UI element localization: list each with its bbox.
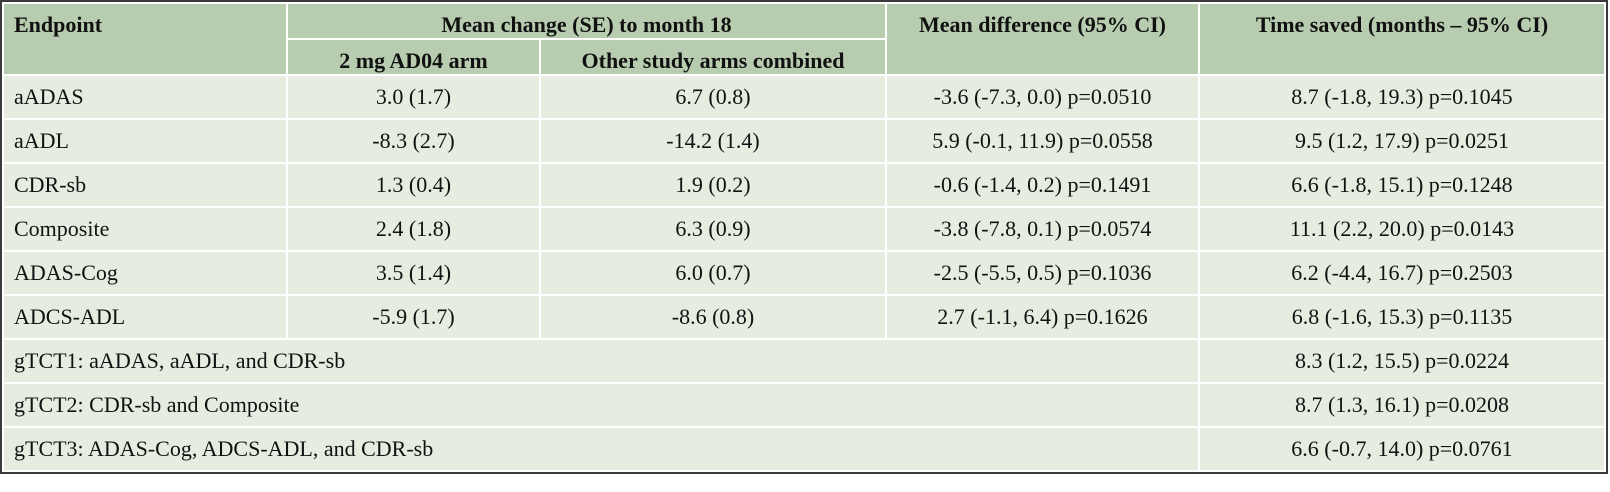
cell-time-saved: 6.8 (-1.6, 15.3) p=0.1135 [1198, 294, 1606, 340]
table-row: Composite 2.4 (1.8) 6.3 (0.9) -3.8 (-7.8… [2, 206, 1606, 252]
composite-row: gTCT1: aADAS, aADL, and CDR-sb 8.3 (1.2,… [2, 338, 1606, 384]
header-arm-other: Other study arms combined [539, 38, 887, 76]
cell-arm-2mg: -8.3 (2.7) [286, 118, 541, 164]
header-arm-2mg: 2 mg AD04 arm [286, 38, 541, 76]
cell-endpoint: Composite [2, 206, 288, 252]
cell-mean-difference: 2.7 (-1.1, 6.4) p=0.1626 [885, 294, 1200, 340]
cell-arm-2mg: 3.0 (1.7) [286, 74, 541, 120]
table-row: aADL -8.3 (2.7) -14.2 (1.4) 5.9 (-0.1, 1… [2, 118, 1606, 164]
cell-time-saved: 6.6 (-0.7, 14.0) p=0.0761 [1198, 426, 1606, 472]
cell-time-saved: 8.3 (1.2, 15.5) p=0.0224 [1198, 338, 1606, 384]
results-table: Endpoint Mean change (SE) to month 18 Me… [2, 2, 1606, 472]
table-row: ADCS-ADL -5.9 (1.7) -8.6 (0.8) 2.7 (-1.1… [2, 294, 1606, 340]
composite-label: gTCT3: ADAS-Cog, ADCS-ADL, and CDR-sb [2, 426, 1200, 472]
cell-arm-2mg: 2.4 (1.8) [286, 206, 541, 252]
cell-mean-difference: -3.8 (-7.8, 0.1) p=0.0574 [885, 206, 1200, 252]
table-row: ADAS-Cog 3.5 (1.4) 6.0 (0.7) -2.5 (-5.5,… [2, 250, 1606, 296]
header-endpoint: Endpoint [2, 2, 288, 76]
cell-time-saved: 8.7 (1.3, 16.1) p=0.0208 [1198, 382, 1606, 428]
cell-mean-difference: -2.5 (-5.5, 0.5) p=0.1036 [885, 250, 1200, 296]
cell-endpoint: CDR-sb [2, 162, 288, 208]
table-row: aADAS 3.0 (1.7) 6.7 (0.8) -3.6 (-7.3, 0.… [2, 74, 1606, 120]
cell-mean-difference: -0.6 (-1.4, 0.2) p=0.1491 [885, 162, 1200, 208]
cell-arm-other: 6.0 (0.7) [539, 250, 887, 296]
composite-label: gTCT1: aADAS, aADL, and CDR-sb [2, 338, 1200, 384]
cell-endpoint: ADCS-ADL [2, 294, 288, 340]
header-mean-difference: Mean difference (95% CI) [885, 2, 1200, 76]
cell-arm-other: 6.3 (0.9) [539, 206, 887, 252]
table-row: CDR-sb 1.3 (0.4) 1.9 (0.2) -0.6 (-1.4, 0… [2, 162, 1606, 208]
cell-mean-difference: -3.6 (-7.3, 0.0) p=0.0510 [885, 74, 1200, 120]
cell-time-saved: 6.2 (-4.4, 16.7) p=0.2503 [1198, 250, 1606, 296]
cell-arm-other: -8.6 (0.8) [539, 294, 887, 340]
cell-time-saved: 8.7 (-1.8, 19.3) p=0.1045 [1198, 74, 1606, 120]
results-table-frame: Endpoint Mean change (SE) to month 18 Me… [0, 0, 1608, 474]
cell-mean-difference: 5.9 (-0.1, 11.9) p=0.0558 [885, 118, 1200, 164]
composite-row: gTCT2: CDR-sb and Composite 8.7 (1.3, 16… [2, 382, 1606, 428]
cell-endpoint: ADAS-Cog [2, 250, 288, 296]
cell-time-saved: 6.6 (-1.8, 15.1) p=0.1248 [1198, 162, 1606, 208]
cell-arm-2mg: -5.9 (1.7) [286, 294, 541, 340]
cell-time-saved: 9.5 (1.2, 17.9) p=0.0251 [1198, 118, 1606, 164]
cell-arm-other: 6.7 (0.8) [539, 74, 887, 120]
composite-label: gTCT2: CDR-sb and Composite [2, 382, 1200, 428]
cell-time-saved: 11.1 (2.2, 20.0) p=0.0143 [1198, 206, 1606, 252]
header-mean-change: Mean change (SE) to month 18 [286, 2, 887, 40]
cell-endpoint: aADAS [2, 74, 288, 120]
cell-arm-2mg: 3.5 (1.4) [286, 250, 541, 296]
cell-arm-2mg: 1.3 (0.4) [286, 162, 541, 208]
cell-endpoint: aADL [2, 118, 288, 164]
composite-row: gTCT3: ADAS-Cog, ADCS-ADL, and CDR-sb 6.… [2, 426, 1606, 472]
cell-arm-other: -14.2 (1.4) [539, 118, 887, 164]
header-time-saved: Time saved (months – 95% CI) [1198, 2, 1606, 76]
cell-arm-other: 1.9 (0.2) [539, 162, 887, 208]
